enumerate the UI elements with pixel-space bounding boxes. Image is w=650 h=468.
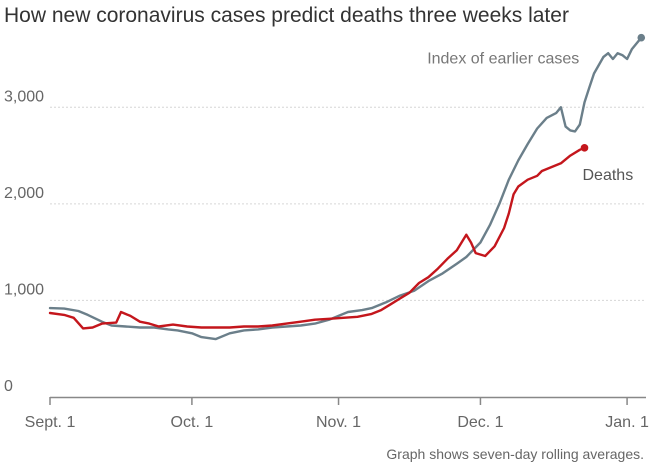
series-layer bbox=[48, 33, 646, 341]
x-tick-label: Sept. 1 bbox=[25, 414, 76, 431]
x-tick-label: Dec. 1 bbox=[457, 414, 503, 431]
x-axis: Sept. 1 Oct. 1 Nov. 1 Dec. 1 Jan. 1 bbox=[25, 396, 649, 431]
series-line-cases bbox=[48, 36, 643, 341]
series-end-marker-deaths bbox=[580, 144, 589, 152]
y-tick-label: 3,000 bbox=[4, 88, 44, 105]
series-line-deaths bbox=[48, 146, 586, 330]
series-label-deaths: Deaths bbox=[583, 167, 634, 184]
series-labels: Index of earlier cases Deaths bbox=[427, 51, 633, 184]
x-tick-label: Oct. 1 bbox=[171, 414, 214, 431]
chart-footnote: Graph shows seven-day rolling averages. bbox=[386, 446, 644, 462]
grid-layer bbox=[50, 106, 646, 301]
y-tick-label: 0 bbox=[4, 378, 13, 395]
y-tick-label: 1,000 bbox=[4, 281, 44, 298]
chart-title: How new coronavirus cases predict deaths… bbox=[4, 4, 569, 27]
x-tick-label: Nov. 1 bbox=[316, 414, 361, 431]
series-end-marker-cases bbox=[637, 33, 646, 42]
y-tick-label: 2,000 bbox=[4, 185, 44, 202]
y-axis-ticks: 0 1,000 2,000 3,000 bbox=[4, 88, 44, 395]
x-tick-label: Jan. 1 bbox=[605, 414, 649, 431]
series-label-cases: Index of earlier cases bbox=[427, 51, 579, 68]
